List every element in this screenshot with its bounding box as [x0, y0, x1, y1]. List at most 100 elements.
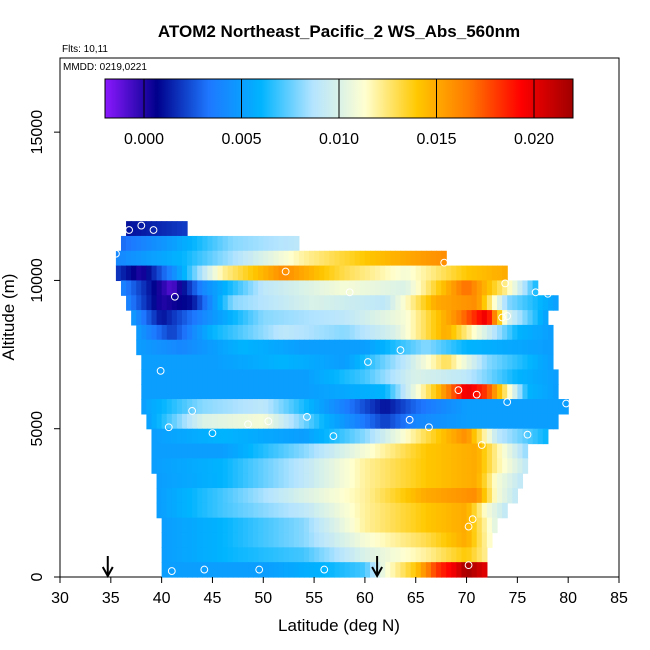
heatmap-cell — [410, 488, 417, 504]
heatmap-cell — [369, 384, 376, 400]
heatmap-cell — [268, 369, 275, 385]
heatmap-cell — [303, 265, 310, 282]
heatmap-cell — [486, 488, 493, 504]
heatmap-cell — [237, 265, 244, 282]
heatmap-cell — [441, 384, 447, 400]
heatmap-cell — [166, 532, 173, 548]
heatmap-cell — [349, 488, 356, 504]
heatmap-cell — [298, 428, 305, 445]
heatmap-cell — [181, 235, 188, 252]
heatmap-cell — [425, 384, 432, 400]
heatmap-cell — [161, 310, 168, 326]
heatmap-cell — [268, 547, 275, 563]
heatmap-cell — [400, 354, 407, 370]
heatmap-cell — [253, 310, 259, 326]
heatmap-cell — [222, 295, 229, 311]
heatmap-cell — [441, 547, 447, 563]
heatmap-cell — [303, 413, 310, 430]
heatmap-cell — [456, 354, 463, 370]
heatmap-cell — [309, 517, 315, 534]
heatmap-cell — [456, 310, 463, 326]
heatmap-cell — [288, 369, 295, 385]
heatmap-cell — [268, 310, 275, 326]
heatmap-cell — [263, 324, 269, 341]
heatmap-cell — [517, 339, 524, 356]
heatmap-cell — [410, 384, 417, 400]
heatmap-cell — [481, 473, 488, 489]
heatmap-cell — [263, 428, 269, 445]
heatmap-cell — [187, 250, 193, 267]
heatmap-cell — [339, 562, 346, 578]
heatmap-cell — [471, 324, 478, 341]
heatmap-cell — [502, 458, 508, 474]
heatmap-cell — [542, 413, 549, 430]
heatmap-cell — [395, 354, 402, 370]
heatmap-cell — [212, 265, 219, 282]
heatmap-cell — [222, 354, 229, 370]
heatmap-cell — [197, 235, 203, 252]
heatmap-cell — [436, 413, 442, 430]
heatmap-cell — [278, 428, 285, 445]
heatmap-cell — [354, 265, 361, 282]
heatmap-cell — [248, 310, 254, 326]
data-point — [137, 221, 146, 230]
heatmap-cell — [547, 413, 554, 430]
heatmap-cell — [202, 250, 208, 267]
heatmap-cell — [517, 310, 524, 326]
heatmap-cell — [420, 265, 427, 282]
heatmap-cell — [369, 399, 376, 415]
heatmap-cell — [537, 399, 544, 415]
heatmap-cell — [359, 369, 366, 385]
heatmap-cell — [192, 384, 198, 400]
heatmap-cell — [502, 339, 508, 356]
heatmap-cell — [161, 280, 168, 296]
heatmap-cell — [364, 265, 371, 282]
heatmap-cell — [248, 324, 254, 341]
heatmap-cell — [253, 280, 259, 296]
heatmap-cell — [242, 250, 249, 267]
heatmap-cell — [491, 339, 498, 356]
heatmap-cell — [354, 369, 361, 385]
heatmap-cell — [369, 250, 376, 267]
heatmap-cell — [263, 517, 269, 534]
heatmap-cell — [415, 399, 422, 415]
heatmap-cell — [248, 280, 254, 296]
heatmap-cell — [497, 399, 503, 415]
dates-label: MMDD: 0219,0221 — [63, 62, 147, 73]
heatmap-cell — [471, 488, 478, 504]
heatmap-cell — [359, 502, 366, 519]
heatmap-cell — [136, 250, 142, 267]
heatmap-cell — [293, 369, 300, 385]
heatmap-cell — [227, 443, 234, 459]
heatmap-cell — [202, 235, 208, 252]
heatmap-cell — [507, 473, 513, 489]
heatmap-cell — [375, 547, 381, 563]
heatmap-cell — [415, 354, 422, 370]
heatmap-cell — [166, 547, 173, 563]
heatmap-cell — [258, 413, 264, 430]
latitude-arrow-head — [371, 566, 383, 579]
heatmap-cell — [319, 339, 325, 356]
heatmap-cell — [319, 384, 325, 400]
heatmap-cell — [380, 473, 386, 489]
heatmap-cell — [491, 413, 498, 430]
data-point — [149, 226, 158, 234]
heatmap-cell — [507, 295, 513, 311]
y-axis-label: Altitude (m) — [0, 274, 18, 361]
heatmap-cell — [309, 428, 315, 445]
heatmap-cell — [273, 235, 280, 252]
heatmap-cell — [156, 221, 163, 237]
heatmap-cell — [507, 488, 513, 504]
heatmap-cell — [400, 399, 407, 415]
heatmap-cell — [344, 265, 351, 282]
heatmap-cell — [293, 562, 300, 578]
heatmap-cell — [268, 324, 275, 341]
heatmap-cell — [385, 547, 391, 563]
heatmap-cell — [400, 369, 407, 385]
heatmap-cell — [446, 339, 452, 356]
heatmap-cell — [395, 369, 402, 385]
heatmap-cell — [258, 354, 264, 370]
heatmap-cell — [324, 265, 330, 282]
heatmap-cell — [192, 399, 198, 415]
heatmap-cell — [207, 384, 214, 400]
